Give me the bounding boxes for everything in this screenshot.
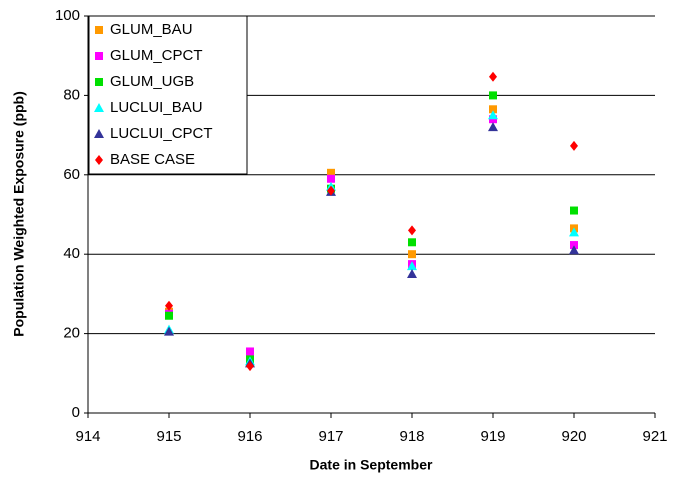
marker (327, 185, 335, 196)
marker (164, 326, 174, 336)
marker (489, 91, 497, 100)
y-axis-label: Population Weighted Exposure (ppb) (11, 91, 27, 337)
marker (327, 168, 335, 177)
legend-label: LUCLUI_CPCT (110, 125, 213, 142)
marker (327, 174, 335, 183)
y-tick-label: 60 (63, 166, 80, 183)
y-tick-label: 0 (72, 404, 80, 421)
legend-marker (94, 129, 104, 138)
legend-marker (95, 26, 103, 34)
legend-label: LUCLUI_BAU (110, 99, 203, 116)
marker (407, 269, 417, 279)
x-tick-label: 917 (318, 428, 343, 445)
marker (246, 361, 254, 372)
marker (569, 227, 579, 237)
y-tick-label: 20 (63, 325, 80, 342)
legend-label: GLUM_BAU (110, 21, 193, 38)
x-tick-label: 914 (75, 428, 100, 445)
marker (165, 300, 173, 311)
legend-label: GLUM_CPCT (110, 47, 203, 64)
x-tick-label: 920 (561, 428, 586, 445)
marker (408, 225, 416, 236)
legend-marker (95, 155, 103, 165)
x-tick-label: 919 (480, 428, 505, 445)
marker (407, 261, 417, 271)
legend-marker (95, 52, 103, 60)
marker (570, 241, 578, 250)
marker (165, 311, 173, 320)
marker (488, 122, 498, 132)
x-tick-label: 918 (399, 428, 424, 445)
marker (246, 347, 254, 356)
y-tick-label: 80 (63, 86, 80, 103)
legend-box (88, 15, 248, 175)
y-tick-label: 40 (63, 245, 80, 262)
legend-label: GLUM_UGB (110, 73, 194, 90)
legend-marker (95, 78, 103, 86)
y-tick-label: 100 (55, 7, 80, 24)
x-tick-label: 916 (237, 428, 262, 445)
marker (570, 140, 578, 151)
legend-marker (94, 103, 104, 112)
marker (489, 105, 497, 114)
x-tick-label: 921 (642, 428, 667, 445)
marker (569, 245, 579, 255)
x-tick-label: 915 (156, 428, 181, 445)
marker (408, 238, 416, 247)
marker (408, 250, 416, 259)
marker (488, 110, 498, 120)
marker (489, 71, 497, 82)
x-axis-label: Date in September (310, 457, 433, 473)
marker (570, 206, 578, 215)
legend-label: BASE CASE (110, 151, 195, 168)
